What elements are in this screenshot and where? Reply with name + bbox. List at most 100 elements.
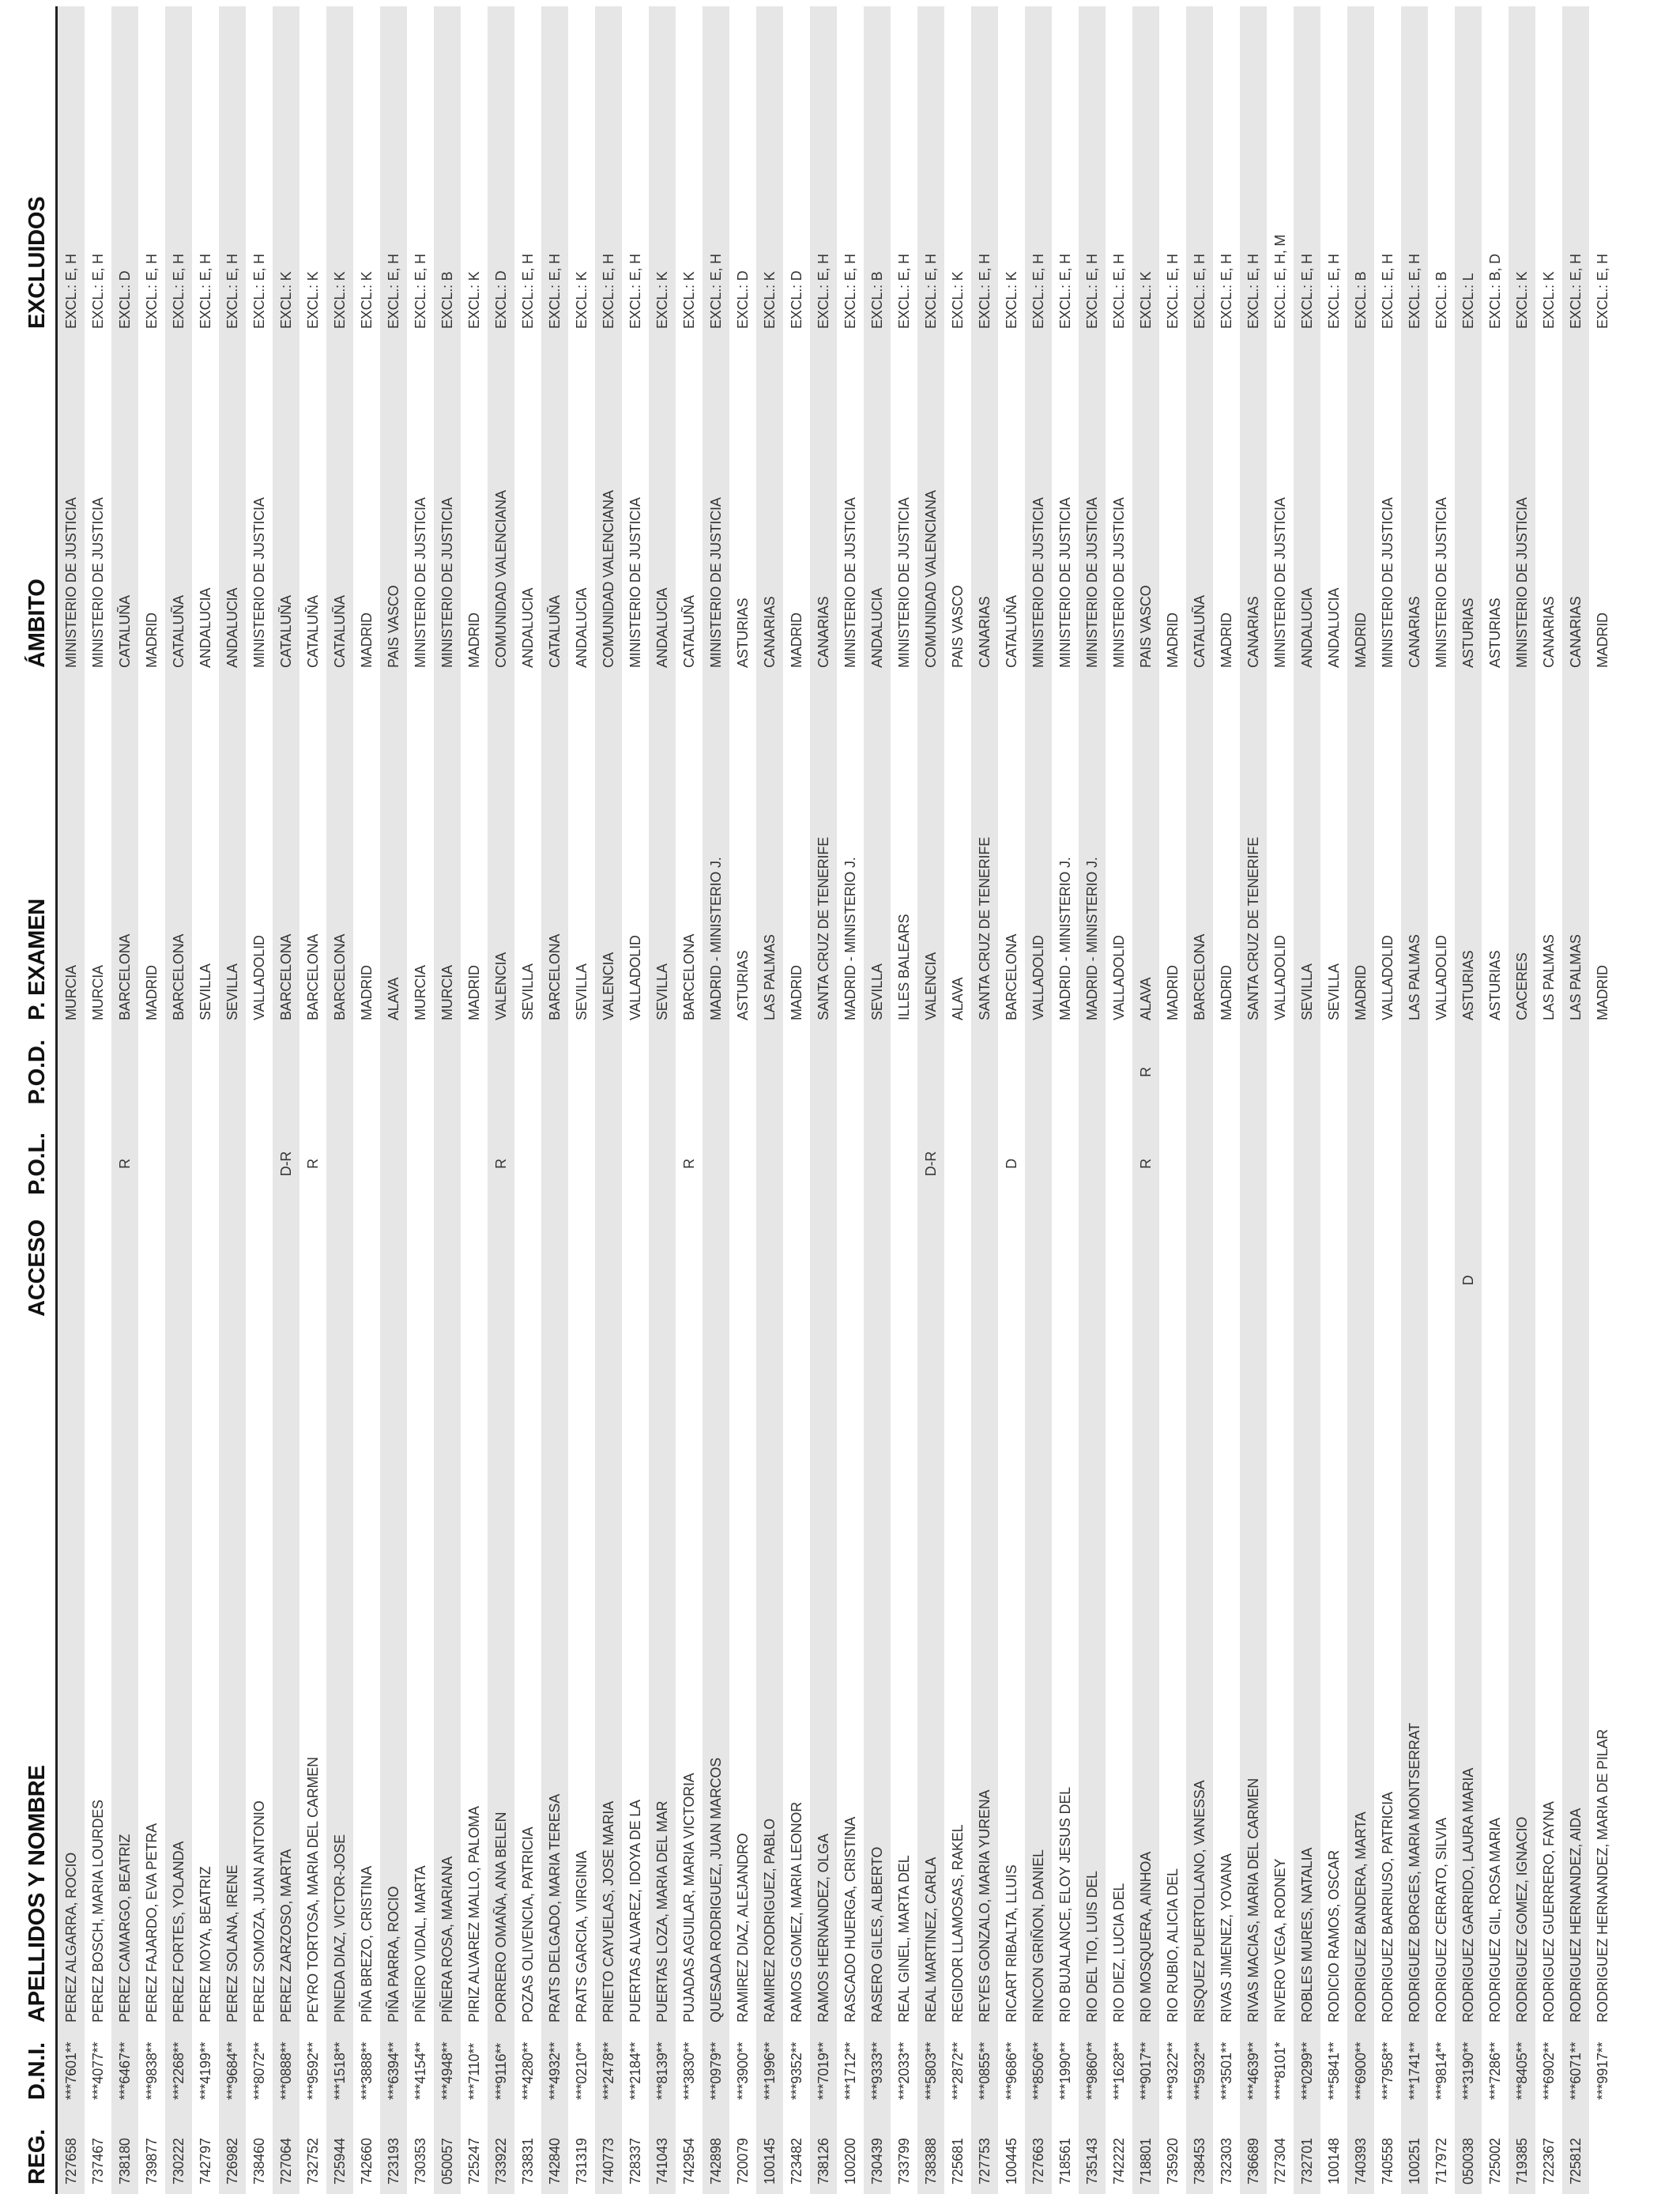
table-row: 742840 ***4932** PRATS DELGADO, MARIA TERE… [541,6,568,2194]
table-cell: COMUNIDAD VALENCIANA [492,490,509,668]
table-cell: ***9860** [1083,2041,1100,2100]
table-cell: PEREZ BOSCH, MARIA LOURDES [89,1800,106,2022]
table-cell: RASCADO HUERGA, CRISTINA [842,1816,858,2022]
table-row: 737467 ***4077** PEREZ BOSCH, MARIA LOURDE… [85,6,111,2194]
table-cell: EXCL.: K [1513,271,1530,329]
table-row: 742797 ***4199** PEREZ MOYA, BEATRIZ SEVILL… [192,6,219,2194]
table-cell: 742222 [1110,2138,1127,2185]
table-cell: ***5841** [1325,2041,1342,2100]
table-cell: MADRID [358,965,375,1020]
table-cell: EXCL.: K [1540,271,1557,329]
table-cell: EXCL.: B [868,271,885,329]
table-cell: EXCL.: K [573,271,590,329]
table-cell: ***1990** [1057,2041,1073,2100]
table-cell: EXCL.: E, H [546,254,563,329]
table-row: 738388 ***5803** REAL MARTINEZ, CARLA D-R VA… [917,6,944,2194]
table-cell: PIÑA BREZO, CRISTINA [358,1865,375,2022]
table-cell: 727753 [976,2138,993,2185]
table-cell: PRATS GARCIA, VIRGINIA [573,1850,590,2022]
table-cell: RAMOS HERNANDEZ, OLGA [815,1834,831,2022]
table-row: 741043 ***8139** PUERTAS LOZA, MARIA DEL M… [649,6,676,2194]
table-cell: RIO DIEZ, LUCIA DEL [1110,1883,1127,2022]
table-cell: PIÑEIRO VIDAL, MARTA [412,1865,428,2022]
table-cell: ***6900** [1352,2041,1369,2100]
table-cell: EXCL.: E, H [224,254,240,329]
table-cell: EXCL.: E, H [385,254,401,329]
table-cell: BARCELONA [680,933,697,1020]
table-cell: EXCL.: E, H [62,254,79,329]
table-cell: CATALUÑA [304,595,321,668]
table-cell: MINISTERIO DE JUSTICIA [62,497,79,668]
table-cell: MINISTERIO DE JUSTICIA [627,497,643,668]
table-cell: RICART RIBALTA, LLUIS [1003,1864,1019,2022]
table-cell: EXCL.: E, H [600,254,616,329]
table-cell: MINISTERIO DE JUSTICIA [1513,497,1530,668]
table-cell: PEREZ MOYA, BEATRIZ [197,1866,213,2022]
table-cell: MINISTERIO DE JUSTICIA [895,497,912,668]
table-cell: RODRIGUEZ BORGES, MARIA MONTSERRAT [1406,1723,1422,2022]
table-cell: 723482 [788,2138,804,2185]
table-cell: RASERO GILES, ALBERTO [868,1846,885,2022]
table-cell: ANDALUCIA [224,587,240,668]
table-cell: RIVAS JIMENEZ, YOVANA [1218,1853,1234,2022]
table-cell: EXCL.: E, H [1298,254,1315,329]
table-cell: D-R [277,1151,294,1177]
table-cell: 735143 [1083,2138,1100,2185]
table-cell: PAIS VASCO [949,585,966,668]
table-cell: ASTURIAS [734,950,751,1020]
table-cell: 725812 [1567,2138,1584,2185]
table-cell: PINEDA DIAZ, VICTOR-JOSE [331,1834,348,2022]
table-cell: EXCL.: E, H [519,254,536,329]
table-cell: MADRID - MINISTERIO J. [1083,857,1100,1020]
table-cell: REYES GONZALO, MARIA YURENA [976,1789,993,2022]
table-cell: EXCL.: E, H, M [1271,234,1288,329]
table-cell: ***7958** [1379,2041,1396,2100]
table-cell: 738126 [815,2138,831,2185]
table-cell: MINISTERIO DE JUSTICIA [707,497,724,668]
table-cell: CATALUÑA [116,595,133,668]
table-cell: ***4077** [89,2041,106,2100]
table-cell: ***7601** [62,2041,79,2100]
table-cell: ***8506** [1030,2041,1046,2100]
table-cell: R [492,1159,509,1169]
table-cell: 727663 [1030,2138,1046,2185]
table-cell: SEVILLA [868,963,885,1020]
table-cell: RIVERO VEGA, RODNEY [1271,1858,1288,2022]
table-cell: 730439 [868,2138,885,2185]
table-cell: RODRIGUEZ HERNANDEZ, MARIA DE PILAR [1594,1728,1610,2022]
table-row: 738126 ***7019** RAMOS HERNANDEZ, OLGA SANT… [810,6,837,2194]
table-cell: 720079 [734,2138,751,2185]
table-row: 738453 ***5932** RISQUEZ PUERTOLLANO, VANE… [1186,6,1213,2194]
table-cell: CANARIAS [1540,596,1557,668]
table-cell: R [1137,1159,1154,1169]
table-row: 738460 ***8072** PEREZ SOMOZA, JUAN ANTONI… [246,6,273,2194]
table-cell: MADRID [1164,965,1181,1020]
table-cell: VALLADOLID [1110,935,1127,1020]
table-row: 732752 ***9592** PEYRO TORTOSA, MARIA DEL … [299,6,326,2194]
table-cell: ***2872** [949,2041,966,2100]
table-row: 727064 ***0888** PEREZ ZARZOSO, MARTA D-R BA… [273,6,299,2194]
table-cell: CATALUÑA [170,595,186,668]
table-cell: 730222 [170,2138,186,2185]
table-cell: 737467 [89,2138,106,2185]
table-cell: ***2033** [895,2041,912,2100]
table-row: 730222 ***2268** PEREZ FORTES, YOLANDA BARC… [165,6,192,2194]
table-row: 722367 ***6902** RODRIGUEZ GUERRERO, FAYNA… [1535,6,1562,2194]
table-cell: MADRID [1352,965,1369,1020]
table-cell: MADRID [1164,613,1181,668]
table-cell: RIO RUBIO, ALICIA DEL [1164,1868,1181,2022]
table-cell: ***9322** [1164,2041,1181,2100]
table-cell: RODRIGUEZ GARRIDO, LAURA MARIA [1460,1767,1476,2022]
table-cell: RINCON GRIÑON, DANIEL [1030,1849,1046,2022]
table-cell: ANDALUCIA [197,587,213,668]
table-cell: SEVILLA [654,963,670,1020]
table-cell: LAS PALMAS [1540,934,1557,1020]
table-cell: 733922 [492,2138,509,2185]
table-cell: EXCL.: E, H [1191,254,1207,329]
table-cell: ANDALUCIA [1298,587,1315,668]
table-cell: ***1518** [331,2041,348,2100]
table-cell: 722367 [1540,2138,1557,2185]
table-cell: PEREZ CAMARGO, BEATRIZ [116,1834,133,2022]
table-cell: EXCL.: E, H [1110,254,1127,329]
table-cell: EXCL.: E, H [197,254,213,329]
